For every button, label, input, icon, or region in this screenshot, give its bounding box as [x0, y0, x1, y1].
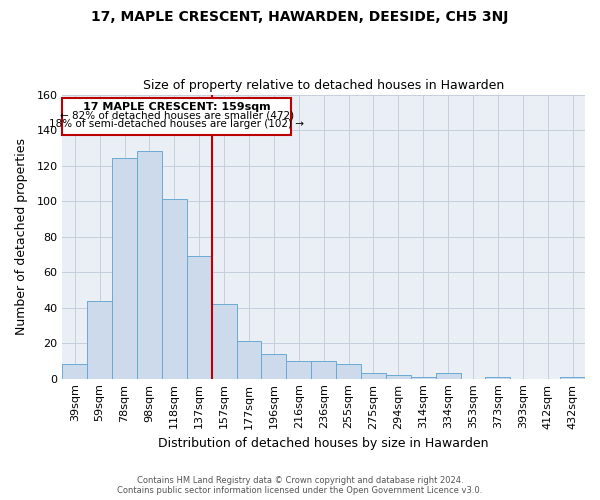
Bar — [311, 361, 336, 378]
Bar — [187, 256, 212, 378]
Title: Size of property relative to detached houses in Hawarden: Size of property relative to detached ho… — [143, 79, 504, 92]
Bar — [87, 300, 112, 378]
X-axis label: Distribution of detached houses by size in Hawarden: Distribution of detached houses by size … — [158, 437, 489, 450]
Bar — [162, 200, 187, 378]
Text: 17 MAPLE CRESCENT: 159sqm: 17 MAPLE CRESCENT: 159sqm — [83, 102, 271, 112]
Bar — [361, 374, 386, 378]
Bar — [212, 304, 236, 378]
Bar — [336, 364, 361, 378]
Bar — [411, 377, 436, 378]
Bar — [560, 377, 585, 378]
FancyBboxPatch shape — [62, 98, 292, 136]
Text: Contains HM Land Registry data © Crown copyright and database right 2024.
Contai: Contains HM Land Registry data © Crown c… — [118, 476, 482, 495]
Bar — [62, 364, 87, 378]
Text: ← 82% of detached houses are smaller (472): ← 82% of detached houses are smaller (47… — [60, 110, 294, 120]
Bar — [286, 361, 311, 378]
Bar — [485, 377, 511, 378]
Bar — [112, 158, 137, 378]
Bar — [386, 375, 411, 378]
Bar — [137, 152, 162, 378]
Bar — [236, 342, 262, 378]
Text: 18% of semi-detached houses are larger (102) →: 18% of semi-detached houses are larger (… — [49, 118, 304, 128]
Text: 17, MAPLE CRESCENT, HAWARDEN, DEESIDE, CH5 3NJ: 17, MAPLE CRESCENT, HAWARDEN, DEESIDE, C… — [91, 10, 509, 24]
Bar — [436, 374, 461, 378]
Bar — [262, 354, 286, 378]
Y-axis label: Number of detached properties: Number of detached properties — [15, 138, 28, 335]
